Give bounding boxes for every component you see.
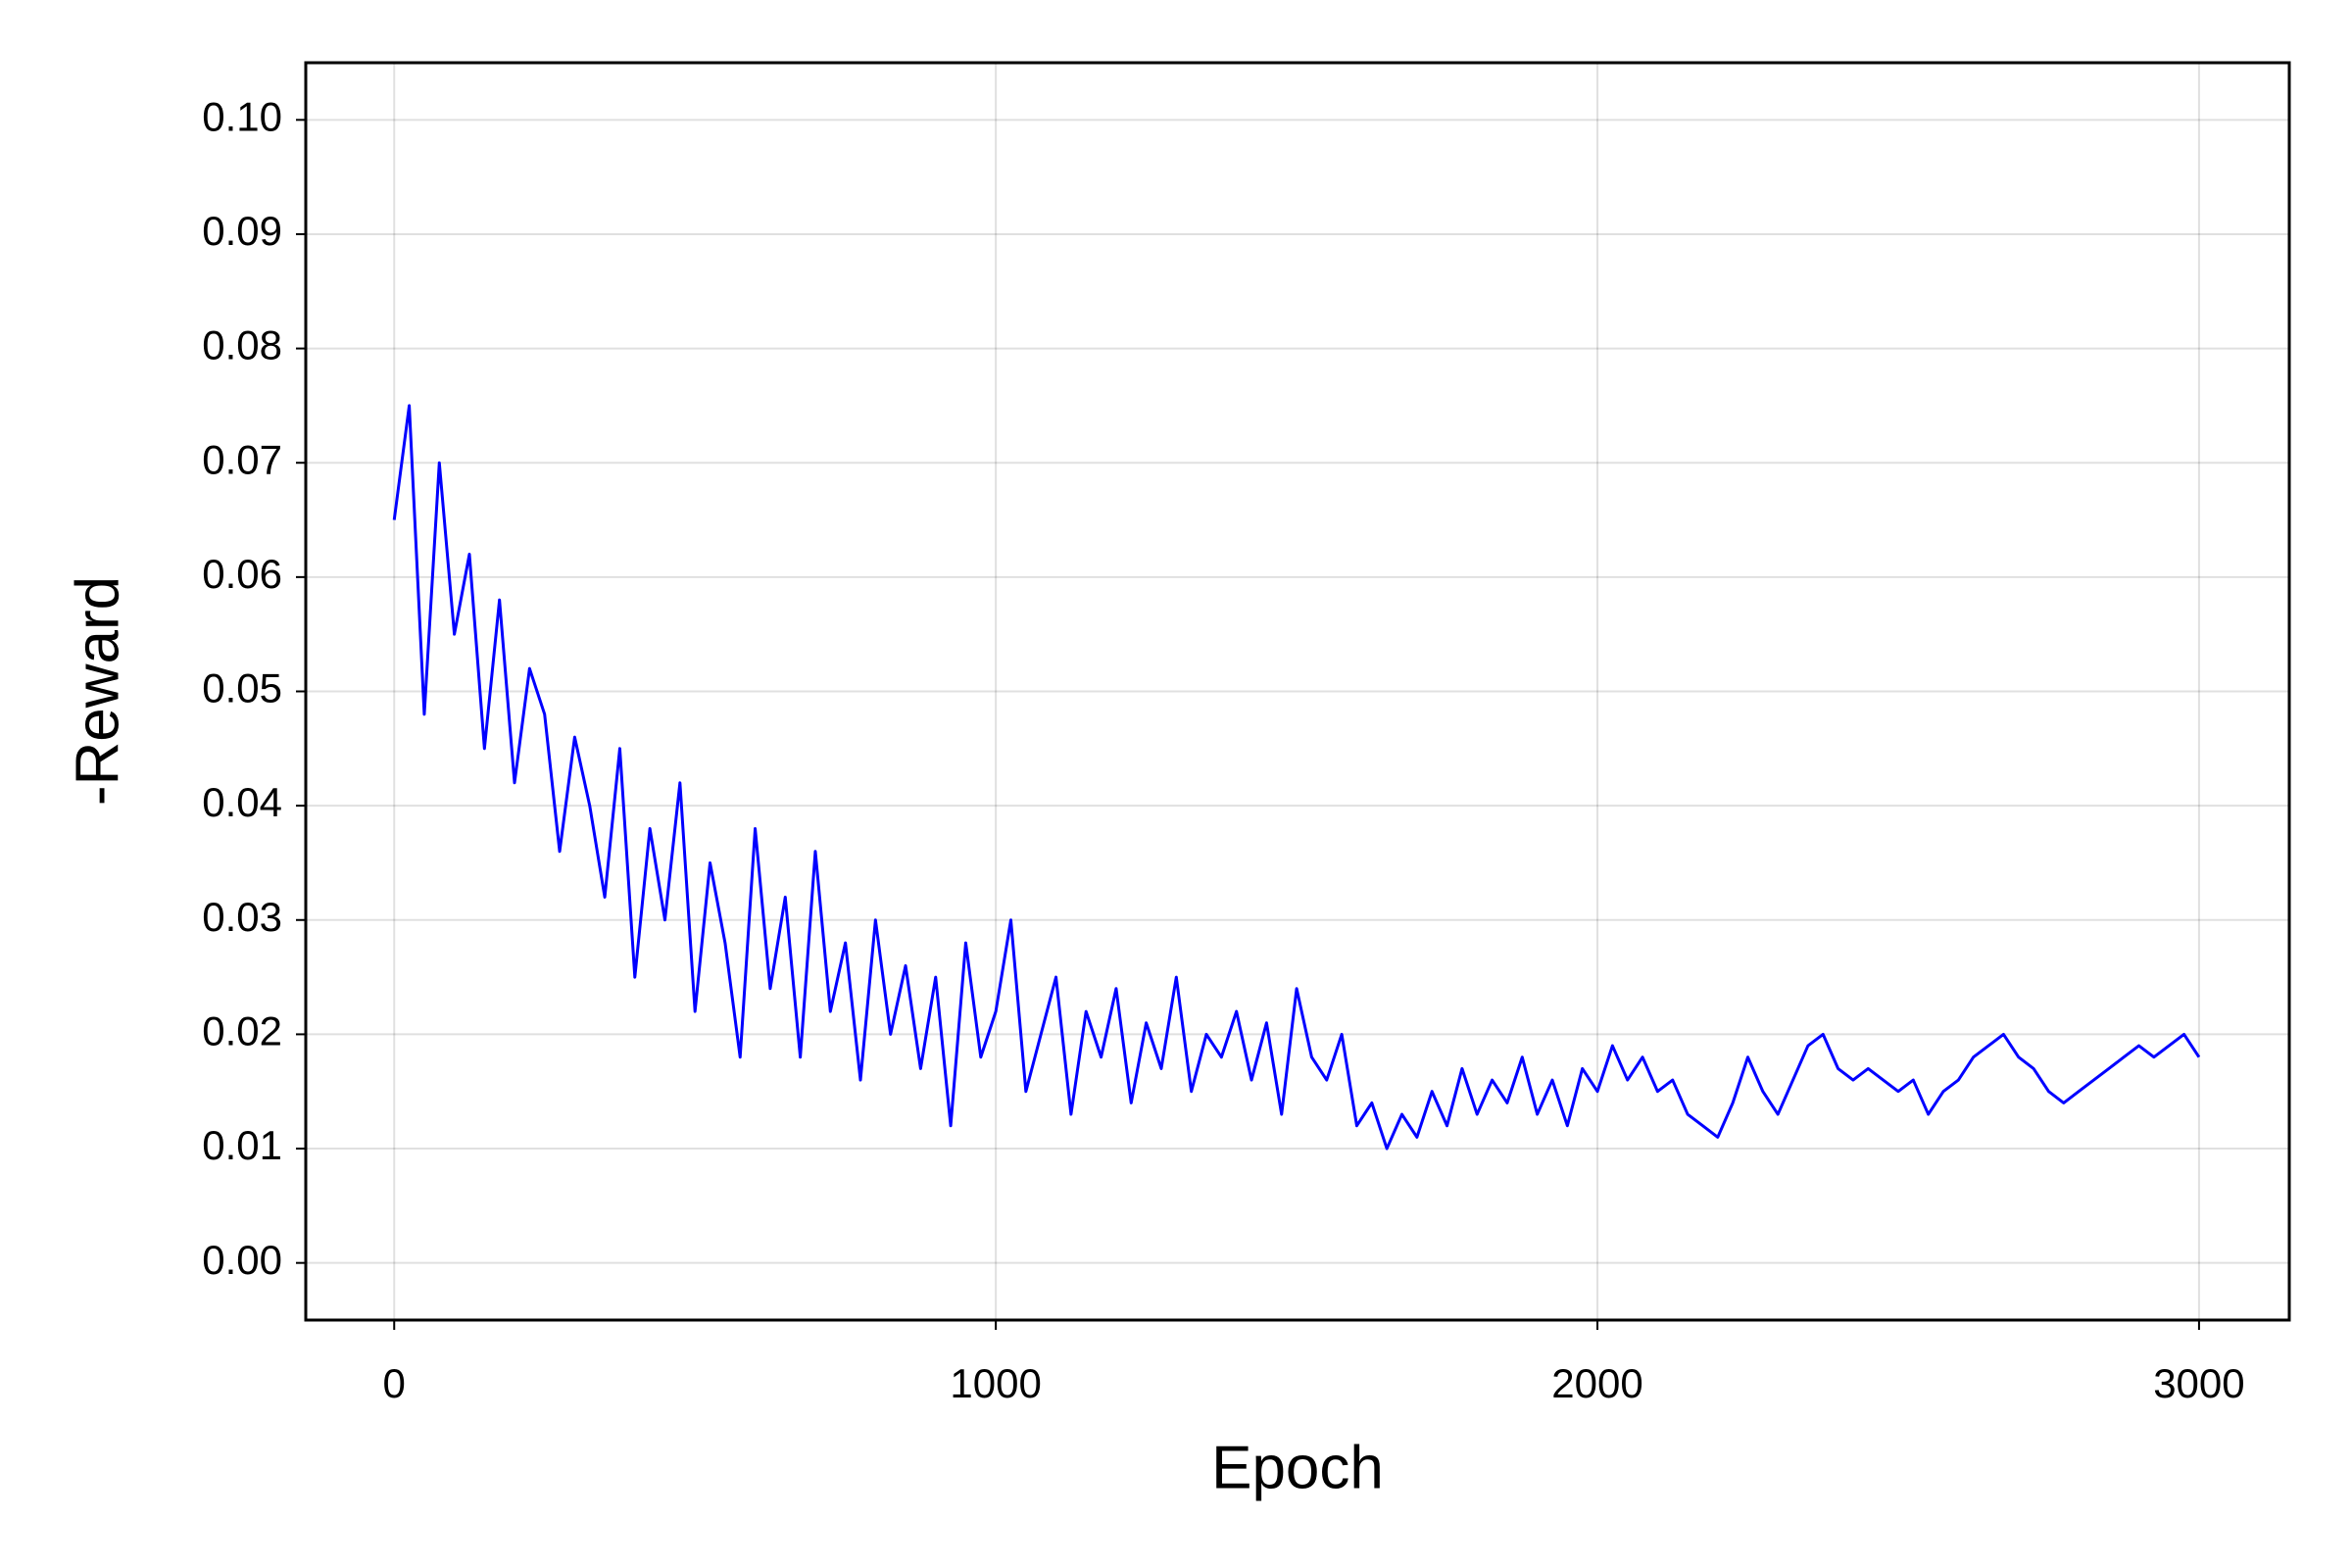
y-tick-label: 0.03 [202, 894, 282, 940]
data-line [392, 404, 2201, 1151]
x-tick-label: 1000 [950, 1360, 1041, 1406]
x-axis-label: Epoch [1211, 1434, 1384, 1501]
x-tick-label: 3000 [2153, 1360, 2244, 1406]
y-tick-label: 0.00 [202, 1237, 282, 1283]
y-tick-label: 0.08 [202, 322, 282, 368]
x-tick-label: 0 [383, 1360, 406, 1406]
y-tick-label: 0.10 [202, 93, 282, 139]
y-tick-label: 0.04 [202, 779, 282, 825]
y-tick-label: 0.07 [202, 436, 282, 482]
y-axis-label: -Reward [64, 576, 131, 806]
x-tick-label: 2000 [1551, 1360, 1642, 1406]
y-tick-label: 0.09 [202, 208, 282, 254]
y-tick-label: 0.02 [202, 1008, 282, 1054]
y-tick-label: 0.05 [202, 665, 282, 711]
y-tick-label: 0.01 [202, 1122, 282, 1168]
y-tick-label: 0.06 [202, 551, 282, 597]
plot-frame [304, 61, 2291, 1322]
